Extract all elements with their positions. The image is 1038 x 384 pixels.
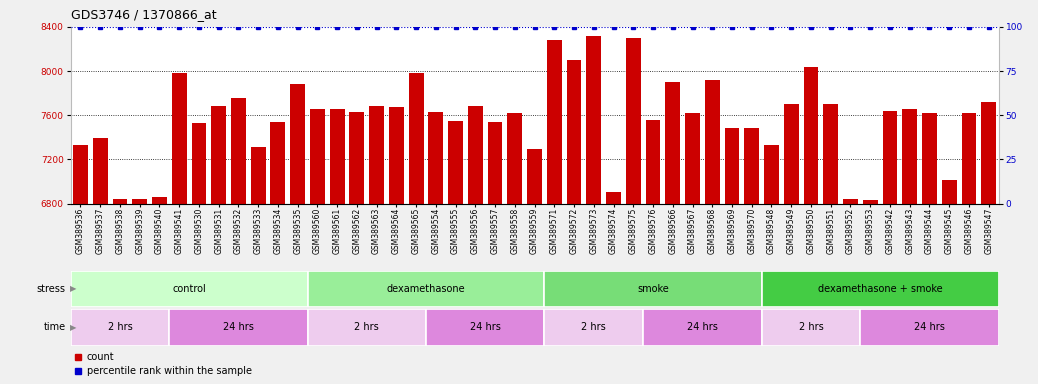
Bar [370,106,384,204]
Bar [981,102,996,204]
Bar [941,180,957,204]
Bar [861,309,999,346]
Bar [231,98,246,204]
Bar [132,199,147,204]
Bar [330,109,345,204]
Bar [251,147,266,204]
Text: dexamethasone + smoke: dexamethasone + smoke [818,284,943,294]
Bar [426,309,545,346]
Bar [171,73,187,204]
Bar [310,109,325,204]
Bar [192,123,207,204]
Bar [725,128,739,204]
Bar [350,112,364,204]
Text: 24 hrs: 24 hrs [470,322,500,333]
Bar [644,309,762,346]
Bar [547,40,562,204]
Bar [545,309,644,346]
Text: dexamethasone: dexamethasone [387,284,465,294]
Bar [606,192,621,204]
Text: count: count [87,352,114,362]
Text: 2 hrs: 2 hrs [581,322,606,333]
Bar [762,309,861,346]
Bar [685,113,700,204]
Bar [448,121,463,204]
Text: stress: stress [36,284,65,294]
Bar [626,38,640,204]
Bar [271,122,285,204]
Text: 2 hrs: 2 hrs [798,322,823,333]
Bar [389,108,404,204]
Bar [488,122,502,204]
Text: 24 hrs: 24 hrs [687,322,718,333]
Bar [212,106,226,204]
Bar [307,271,545,307]
Bar [545,271,762,307]
Bar [586,36,601,204]
Bar [646,119,660,204]
Bar [567,60,581,204]
Bar [902,109,918,204]
Bar [468,106,483,204]
Text: percentile rank within the sample: percentile rank within the sample [87,366,252,376]
Bar [764,145,778,204]
Bar [882,111,898,204]
Bar [705,80,719,204]
Bar [508,113,522,204]
Bar [665,82,680,204]
Text: control: control [172,284,206,294]
Bar [922,113,937,204]
Bar [112,199,128,204]
Bar [92,138,108,204]
Bar [291,84,305,204]
Bar [803,66,818,204]
Bar [73,145,88,204]
Bar [169,309,307,346]
Bar [863,200,877,204]
Bar [823,104,838,204]
Bar [961,113,977,204]
Bar [71,309,169,346]
Text: smoke: smoke [637,284,668,294]
Bar [429,112,443,204]
Bar [762,271,999,307]
Bar [152,197,167,204]
Bar [527,149,542,204]
Text: ▶: ▶ [70,323,76,332]
Text: ▶: ▶ [70,285,76,293]
Text: time: time [44,322,65,333]
Bar [409,73,424,204]
Text: 2 hrs: 2 hrs [354,322,379,333]
Bar [307,309,426,346]
Text: 24 hrs: 24 hrs [914,322,945,333]
Text: GDS3746 / 1370866_at: GDS3746 / 1370866_at [71,8,216,21]
Bar [744,128,759,204]
Text: 24 hrs: 24 hrs [223,322,254,333]
Bar [843,199,857,204]
Bar [784,104,798,204]
Text: 2 hrs: 2 hrs [108,322,132,333]
Bar [71,271,307,307]
